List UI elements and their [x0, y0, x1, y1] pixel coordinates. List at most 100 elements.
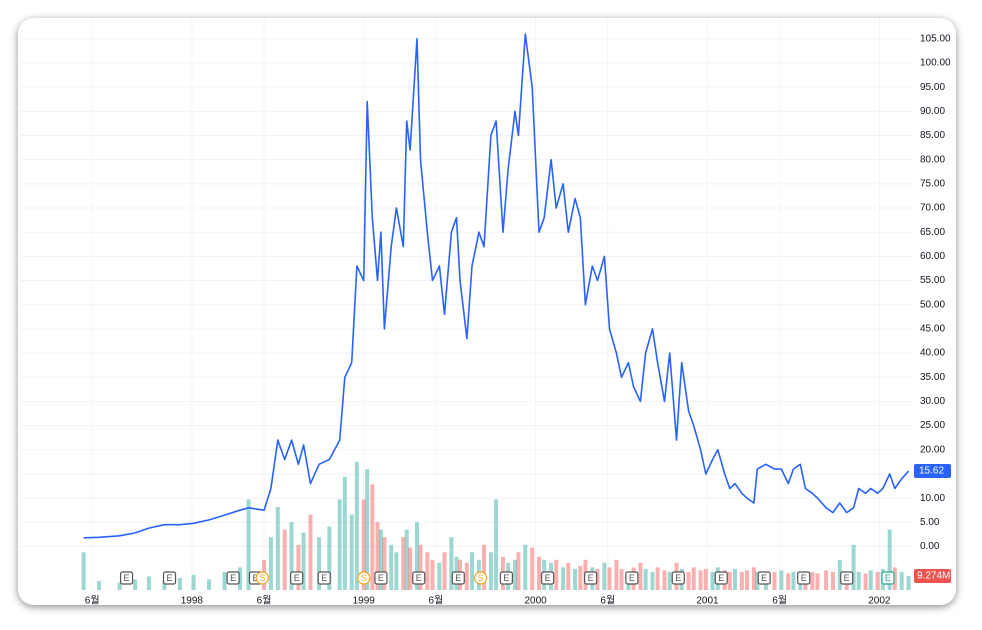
y-tick-label: 10.00 — [920, 493, 945, 504]
card — [18, 18, 956, 605]
volume-bar — [177, 577, 182, 590]
event-label: E — [844, 573, 850, 583]
volume-bar — [732, 568, 737, 590]
y-tick-label: 0.00 — [920, 541, 940, 552]
event-label: E — [588, 573, 594, 583]
volume-bar — [404, 529, 409, 590]
event-label: E — [801, 573, 807, 583]
volume-bar — [308, 514, 313, 590]
last-volume-box — [914, 569, 951, 584]
volume-bar — [482, 544, 487, 590]
volume-bar — [117, 582, 122, 590]
volume-bar — [607, 567, 612, 590]
volume-bar — [667, 571, 672, 590]
event-label: E — [629, 573, 635, 583]
volume-bar — [133, 579, 138, 590]
y-tick-label: 75.00 — [920, 178, 945, 189]
volume-bar — [573, 568, 578, 590]
x-tick-label: 6월 — [772, 595, 787, 607]
volume-bar — [892, 567, 897, 590]
volume-bar — [745, 570, 750, 590]
last-volume-label: 9.274M — [917, 571, 950, 582]
event-marker — [162, 571, 177, 585]
volume-bar — [430, 559, 435, 590]
volume-bar — [791, 571, 796, 590]
volume-bar — [824, 570, 829, 590]
volume-bar — [856, 571, 861, 590]
y-tick-label: 35.00 — [920, 372, 945, 383]
event-label: S — [259, 573, 265, 583]
volume-bar — [638, 562, 643, 590]
event-marker — [255, 571, 269, 585]
event-label: E — [503, 573, 509, 583]
event-label: E — [124, 573, 130, 583]
event-marker — [541, 571, 555, 585]
y-tick-label: 100.00 — [920, 58, 951, 69]
volume-bar — [810, 571, 815, 590]
volume-bar — [317, 537, 322, 590]
volume-bar — [361, 499, 366, 590]
y-tick-label: 95.00 — [920, 82, 945, 93]
volume-bar — [342, 476, 347, 590]
volume-bar — [275, 506, 280, 590]
volume-bar — [710, 571, 715, 590]
event-marker — [881, 571, 895, 585]
volume-bar — [222, 571, 227, 590]
event-marker — [757, 571, 771, 585]
y-tick-label: 105.00 — [920, 33, 951, 44]
event-label: S — [478, 573, 484, 583]
volume-bar — [691, 567, 696, 590]
volume-bar — [686, 571, 691, 590]
volume-bar — [643, 568, 648, 590]
event-label: E — [761, 573, 767, 583]
volume-bar — [837, 559, 842, 590]
volume-bar — [408, 547, 413, 590]
event-label: E — [455, 573, 461, 583]
event-marker — [412, 571, 426, 585]
volume-bar — [537, 556, 542, 590]
volume-bar — [698, 570, 703, 590]
volume-bar — [875, 571, 880, 590]
volume-bar — [786, 573, 791, 590]
volume-bar — [415, 522, 420, 590]
event-marker — [499, 571, 513, 585]
event-label: E — [230, 573, 236, 583]
volume-bar — [516, 552, 521, 590]
volume-bar — [779, 570, 784, 590]
volume-bar — [578, 565, 583, 590]
volume-bar — [464, 562, 469, 590]
volume-bar — [887, 529, 892, 590]
y-tick-label: 20.00 — [920, 444, 945, 455]
event-marker — [584, 571, 598, 585]
axes: 0.005.0010.0015.0020.0025.0030.0035.0040… — [85, 33, 951, 606]
volume-bar — [296, 544, 301, 590]
volume-bar — [614, 559, 619, 590]
volume-bar — [662, 570, 667, 590]
x-tick-label: 6월 — [429, 595, 444, 607]
volume-bar — [375, 522, 380, 590]
volume-bar — [268, 537, 273, 590]
y-tick-label: 50.00 — [920, 299, 945, 310]
event-marker — [317, 571, 331, 585]
event-marker — [671, 571, 685, 585]
volume-bar — [425, 552, 430, 590]
event-marker — [357, 571, 371, 585]
volume-bar — [370, 484, 375, 590]
event-label: E — [675, 573, 681, 583]
volume-bar — [418, 544, 423, 590]
x-tick-label: 2001 — [696, 596, 719, 607]
event-marker — [226, 571, 240, 585]
x-tick-label: 6월 — [600, 595, 615, 607]
volume-bar — [602, 562, 607, 590]
y-tick-label: 70.00 — [920, 203, 945, 214]
volume-bar — [470, 552, 475, 590]
volume-bar — [739, 571, 744, 590]
event-marker — [374, 571, 388, 585]
y-tick-label: 40.00 — [920, 348, 945, 359]
y-tick-label: 55.00 — [920, 275, 945, 286]
volume-bar — [401, 537, 406, 590]
event-marker — [797, 571, 811, 585]
event-label: E — [167, 573, 173, 583]
volume-bar — [97, 580, 102, 590]
volume-bar — [246, 499, 251, 590]
